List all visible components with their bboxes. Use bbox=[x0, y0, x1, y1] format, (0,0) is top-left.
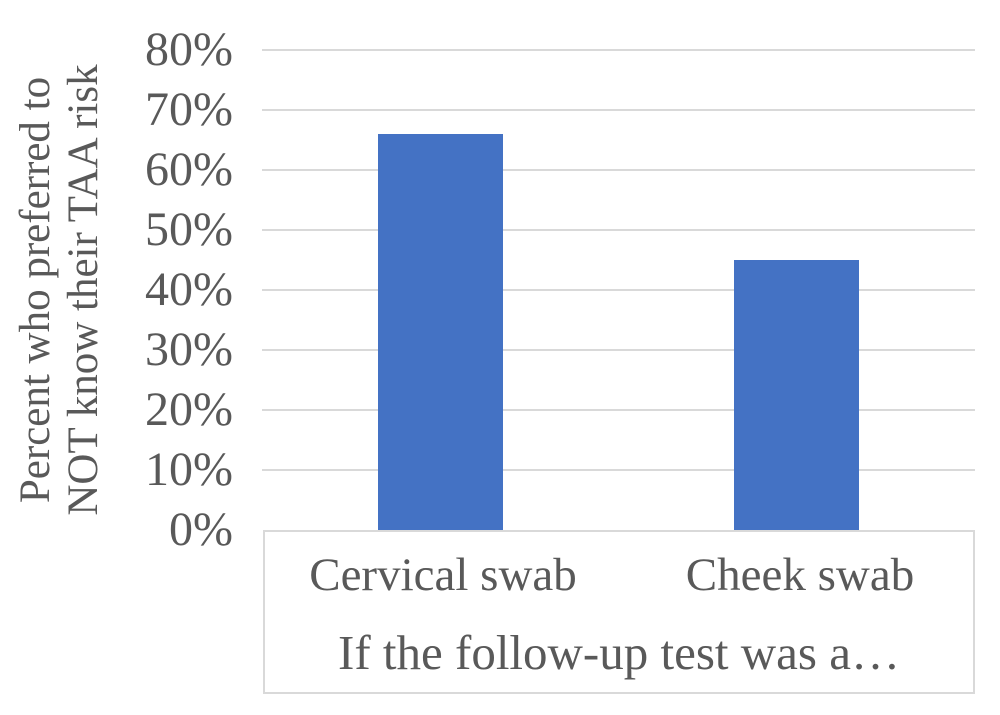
gridline bbox=[262, 169, 975, 171]
gridline bbox=[262, 109, 975, 111]
gridline bbox=[262, 289, 975, 291]
category-label: Cervical swab bbox=[309, 549, 577, 601]
y-tick-label: 30% bbox=[145, 323, 233, 376]
y-tick-label: 50% bbox=[145, 203, 233, 256]
gridline bbox=[262, 469, 975, 471]
gridline bbox=[262, 349, 975, 351]
y-tick-label: 80% bbox=[145, 23, 233, 76]
x-axis-title: If the follow-up test was a… bbox=[338, 625, 900, 680]
bar-cervical-swab bbox=[378, 134, 503, 530]
bar-cheek-swab bbox=[734, 260, 859, 530]
y-tick-label: 10% bbox=[145, 443, 233, 496]
plot-area bbox=[262, 49, 975, 530]
y-tick-label: 60% bbox=[145, 143, 233, 196]
gridline bbox=[262, 49, 975, 51]
y-tick-label: 40% bbox=[145, 263, 233, 316]
x-axis-label-box: Cervical swab Cheek swab If the follow-up… bbox=[263, 530, 975, 694]
y-tick-label: 0% bbox=[169, 503, 233, 556]
y-tick-label: 70% bbox=[145, 83, 233, 136]
gridline bbox=[262, 409, 975, 411]
category-label: Cheek swab bbox=[685, 549, 915, 601]
y-tick-label: 20% bbox=[145, 383, 233, 436]
gridline bbox=[262, 229, 975, 231]
